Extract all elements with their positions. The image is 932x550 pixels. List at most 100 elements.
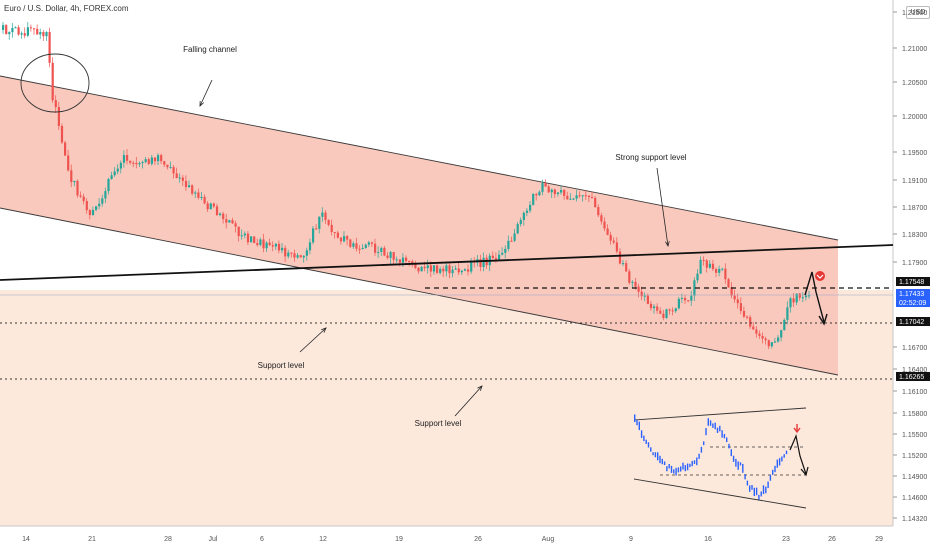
inset-bar xyxy=(668,463,670,469)
candle xyxy=(250,236,253,243)
price-label-box xyxy=(896,277,930,286)
candle xyxy=(563,190,566,196)
falling-channel-label: Falling channel xyxy=(183,45,237,54)
candle xyxy=(339,237,343,242)
candle xyxy=(2,25,5,30)
candle xyxy=(60,125,64,143)
y-tick-label: 1.19500 xyxy=(902,150,927,157)
inset-forecast-head xyxy=(800,466,809,477)
inset-bar xyxy=(758,494,760,500)
candle xyxy=(504,248,507,253)
candle xyxy=(457,268,460,273)
candle xyxy=(64,142,67,156)
candle xyxy=(256,243,259,245)
candle xyxy=(377,251,380,253)
candle xyxy=(327,219,330,225)
inset-bar xyxy=(776,459,778,468)
candle xyxy=(36,28,39,35)
candle xyxy=(770,342,773,347)
candle xyxy=(107,179,110,192)
candle xyxy=(386,255,389,258)
candle xyxy=(200,196,203,198)
inset-bar xyxy=(682,462,684,470)
inset-bar xyxy=(778,458,781,466)
candle xyxy=(516,224,519,234)
inset-bar xyxy=(680,466,682,472)
inset-bar xyxy=(735,458,737,467)
price-label-text: 02:52:09 xyxy=(899,300,926,307)
x-tick-label: 12 xyxy=(319,536,327,543)
candle xyxy=(439,268,442,273)
candle xyxy=(519,219,522,225)
candle xyxy=(98,203,101,207)
candle xyxy=(758,333,761,336)
candle xyxy=(274,243,277,247)
candle xyxy=(39,32,42,35)
candle xyxy=(110,175,113,180)
inset-bar xyxy=(739,462,742,466)
y-tick-label: 1.14900 xyxy=(902,474,927,481)
y-tick-label: 1.14320 xyxy=(902,516,927,523)
candle xyxy=(417,267,420,272)
candle xyxy=(175,173,178,179)
candle xyxy=(541,183,544,192)
candle xyxy=(119,162,122,169)
candle xyxy=(525,210,529,213)
inset-forecast-path xyxy=(789,433,807,475)
candle xyxy=(240,235,243,237)
falling-channel-fill xyxy=(0,76,838,375)
inset-bar xyxy=(751,485,753,490)
candle xyxy=(70,170,73,183)
support-level-label-1: Support level xyxy=(258,361,305,370)
inset-bar xyxy=(732,455,735,462)
candle xyxy=(522,212,525,220)
candle xyxy=(17,27,20,35)
candle xyxy=(153,157,157,162)
forecast-path xyxy=(804,271,825,323)
candle xyxy=(684,297,687,301)
candle xyxy=(677,298,680,309)
candle xyxy=(352,243,355,247)
candle xyxy=(646,295,649,304)
x-tick-label: 19 xyxy=(395,536,403,543)
candle xyxy=(529,204,532,211)
inset-bar xyxy=(700,446,703,453)
inset-bar xyxy=(769,475,772,481)
inset-bar xyxy=(657,452,659,461)
inset-red-arrow-head xyxy=(793,427,801,434)
support-level-arrow-2-head xyxy=(477,385,483,391)
candle xyxy=(764,338,767,341)
candle xyxy=(699,259,702,274)
support-level-arrow-2 xyxy=(454,385,483,417)
inset-bar xyxy=(785,450,788,455)
candle xyxy=(597,207,600,216)
candle xyxy=(724,268,727,280)
candle xyxy=(544,183,547,187)
candle xyxy=(243,233,246,236)
candle xyxy=(302,255,305,258)
candle xyxy=(281,247,284,251)
candle xyxy=(5,25,8,35)
channel-upper-line xyxy=(0,75,839,241)
candle xyxy=(649,303,653,309)
candle xyxy=(463,269,467,271)
currency-badge[interactable]: USD xyxy=(906,6,930,19)
candle xyxy=(680,297,684,299)
candle xyxy=(550,189,553,193)
candle xyxy=(138,163,141,165)
candle xyxy=(780,330,783,338)
inset-bar xyxy=(755,487,758,496)
candle xyxy=(721,268,724,270)
y-tick-label: 1.15500 xyxy=(902,432,927,439)
candle xyxy=(358,248,361,250)
candle xyxy=(761,335,764,339)
candle xyxy=(293,253,296,258)
candle xyxy=(510,240,513,242)
sell-marker xyxy=(815,271,825,281)
x-tick-label: 23 xyxy=(782,536,790,543)
inset-chart xyxy=(633,407,809,509)
y-tick-label: 1.20000 xyxy=(902,114,927,121)
inset-bar xyxy=(640,430,643,438)
x-tick-label: 29 xyxy=(875,536,883,543)
